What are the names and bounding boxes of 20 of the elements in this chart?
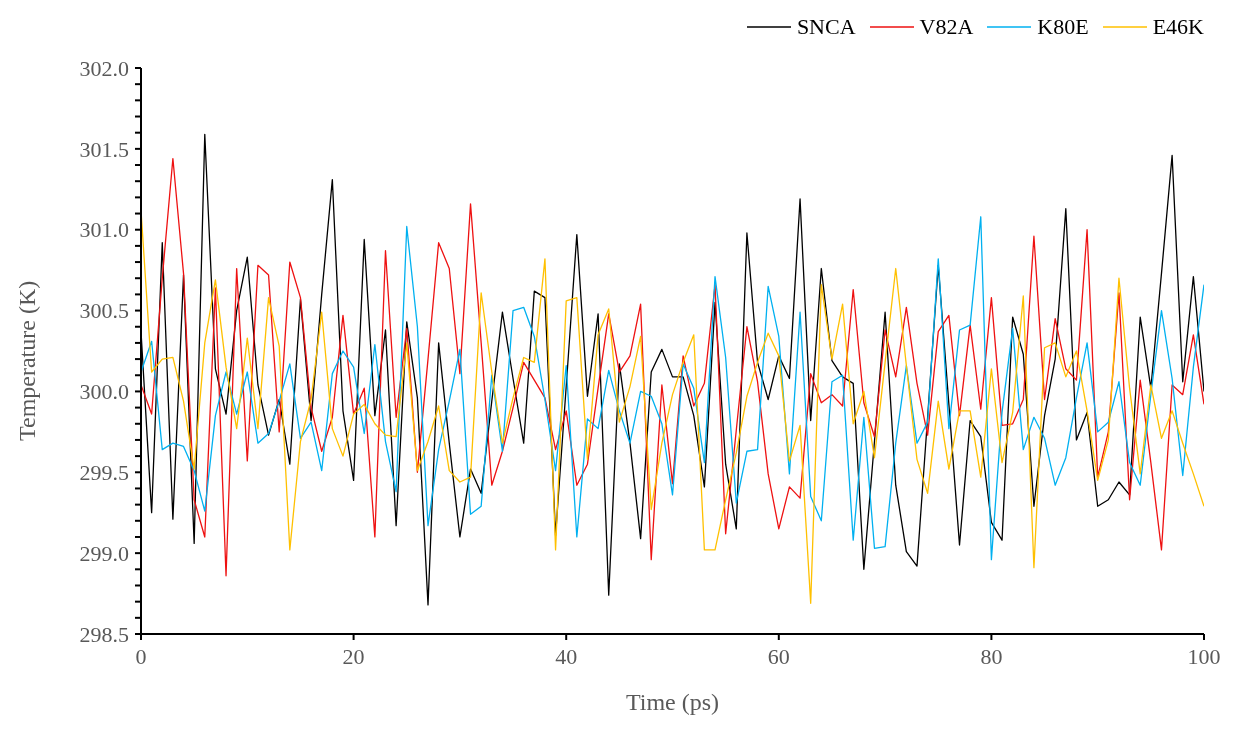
y-axis-title: Temperature (K): [13, 280, 40, 441]
legend-label: K80E: [1037, 14, 1089, 40]
legend-label: V82A: [919, 14, 974, 40]
y-tick-label: 300.0: [79, 379, 129, 405]
legend-label: SNCA: [796, 14, 856, 40]
y-tick-label: 299.0: [79, 540, 129, 566]
x-tick-label: 20: [342, 643, 365, 669]
x-tick-label: 0: [135, 643, 147, 669]
y-tick-label: 301.0: [79, 217, 129, 243]
x-tick-label: 60: [767, 643, 790, 669]
y-tick-label: 298.5: [79, 621, 129, 647]
x-tick-label: 40: [555, 643, 578, 669]
y-tick-label: 300.5: [79, 298, 129, 324]
x-tick-label: 100: [1187, 643, 1221, 669]
x-tick-label: 80: [980, 643, 1003, 669]
x-axis-title: Time (ps): [625, 689, 720, 715]
legend-label: E46K: [1152, 14, 1204, 40]
y-tick-label: 302.0: [79, 55, 129, 81]
y-tick-label: 301.5: [79, 136, 129, 162]
y-tick-label: 299.5: [79, 459, 129, 485]
